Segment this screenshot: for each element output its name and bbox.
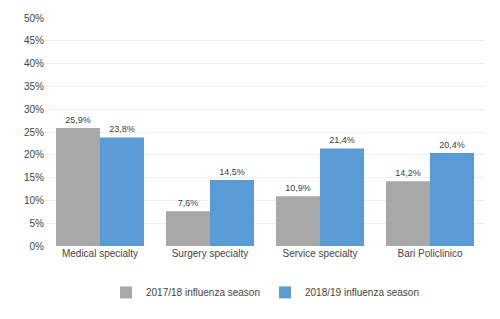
svg-text:0%: 0% [30, 241, 45, 252]
svg-text:14,5%: 14,5% [219, 167, 245, 177]
svg-text:40%: 40% [24, 58, 44, 69]
svg-text:Medical specialty: Medical specialty [62, 248, 138, 259]
svg-text:45%: 45% [24, 35, 44, 46]
svg-text:20,4%: 20,4% [439, 140, 465, 150]
svg-text:25,9%: 25,9% [65, 115, 91, 125]
svg-text:10%: 10% [24, 195, 44, 206]
svg-text:Service specialty: Service specialty [282, 248, 357, 259]
svg-text:2018/19 influenza season: 2018/19 influenza season [305, 287, 419, 298]
svg-text:25%: 25% [24, 127, 44, 138]
svg-text:30%: 30% [24, 104, 44, 115]
svg-text:21,4%: 21,4% [329, 135, 355, 145]
svg-text:10,9%: 10,9% [285, 183, 311, 193]
svg-text:50%: 50% [24, 13, 44, 24]
svg-text:20%: 20% [24, 149, 44, 160]
svg-text:15%: 15% [24, 172, 44, 183]
svg-text:5%: 5% [30, 218, 45, 229]
svg-text:Bari Policlinico: Bari Policlinico [397, 248, 462, 259]
svg-text:Surgery specialty: Surgery specialty [172, 248, 249, 259]
svg-text:23,8%: 23,8% [109, 124, 135, 134]
svg-text:2017/18 influenza season: 2017/18 influenza season [146, 287, 260, 298]
svg-text:14,2%: 14,2% [395, 168, 421, 178]
svg-text:35%: 35% [24, 81, 44, 92]
svg-text:7,6%: 7,6% [178, 198, 199, 208]
